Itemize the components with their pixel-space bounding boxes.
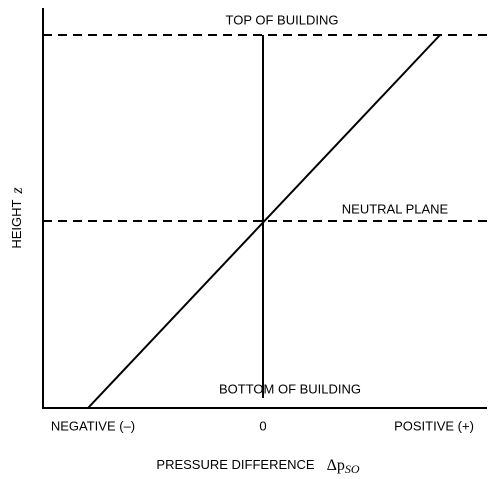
pressure-line <box>87 34 441 409</box>
y-title-symbol: z <box>9 187 26 195</box>
x-title-text: PRESSURE DIFFERENCE <box>156 457 315 472</box>
bottom-label: BOTTOM OF BUILDING <box>219 381 361 396</box>
x-tick-label: POSITIVE (+) <box>394 418 474 433</box>
top-label: TOP OF BUILDING <box>226 12 339 27</box>
x-axis-title: PRESSURE DIFFERENCE ΔpSO <box>156 457 360 476</box>
x-title-subscript: SO <box>345 462 360 476</box>
x-tick-label: NEGATIVE (–) <box>51 418 135 433</box>
y-axis-title: HEIGHT z <box>9 187 26 249</box>
x-title-symbol: Δp <box>327 457 345 474</box>
x-tick-label: 0 <box>259 418 266 433</box>
neutral-label: NEUTRAL PLANE <box>342 201 449 216</box>
y-title-text: HEIGHT <box>9 200 24 249</box>
